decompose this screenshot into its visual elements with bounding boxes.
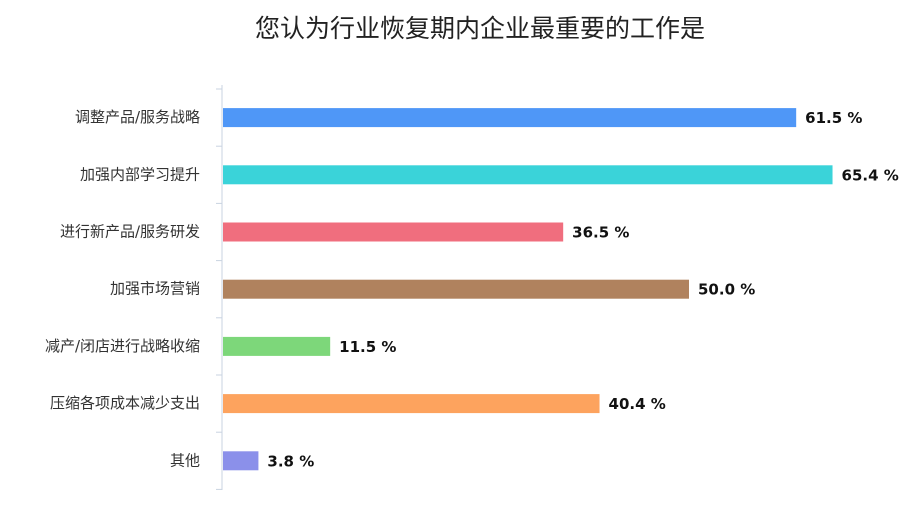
value-label: 3.8 % — [267, 452, 314, 470]
value-label: 65.4 % — [842, 166, 899, 184]
bar — [223, 108, 797, 128]
value-label: 50.0 % — [698, 281, 755, 299]
value-label: 40.4 % — [609, 395, 666, 413]
value-label: 61.5 % — [805, 109, 862, 127]
y-tick-label: 减产/闭店进行战略收缩 — [45, 337, 200, 355]
bar — [223, 279, 689, 299]
y-tick-label: 进行新产品/服务研发 — [60, 223, 200, 241]
y-tick-label: 调整产品/服务战略 — [75, 108, 200, 126]
y-tick-label: 加强内部学习提升 — [80, 165, 200, 183]
value-label: 11.5 % — [339, 338, 396, 356]
bar — [223, 336, 331, 356]
y-tick-label: 压缩各项成本减少支出 — [50, 394, 200, 412]
bar — [223, 451, 259, 471]
y-tick-label: 加强市场营销 — [110, 280, 200, 298]
value-label: 36.5 % — [572, 224, 629, 242]
bar — [223, 165, 833, 185]
bar — [223, 394, 600, 414]
chart-title: 您认为行业恢复期内企业最重要的工作是 — [255, 14, 705, 43]
bar — [223, 222, 564, 242]
y-tick-label: 其他 — [170, 451, 200, 469]
